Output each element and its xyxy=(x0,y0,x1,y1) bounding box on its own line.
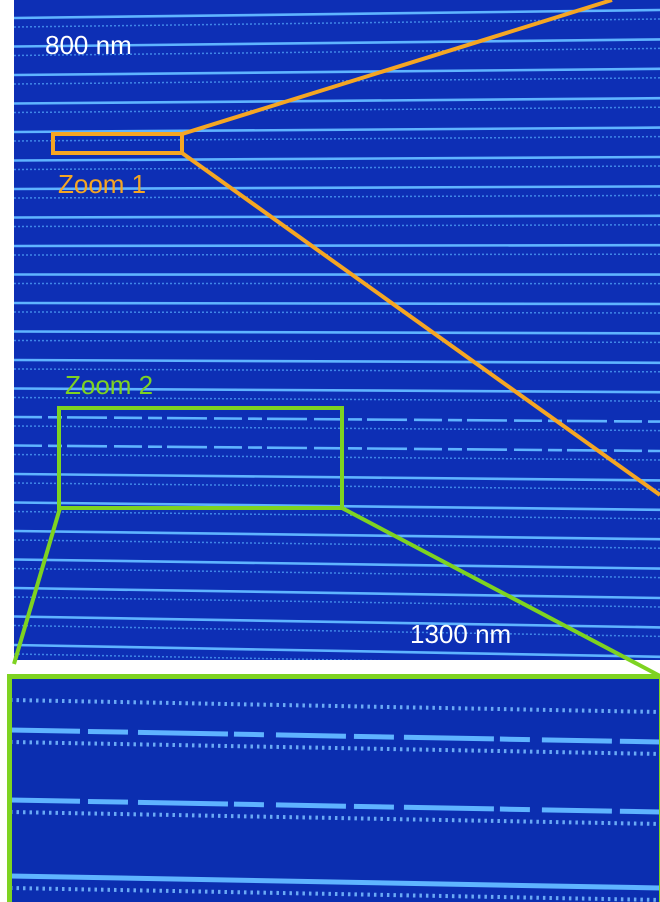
scale-label: 1300 nm xyxy=(410,619,511,649)
micrograph-figure: 800 nm Zoom 1 Zoom 2 1300 nm xyxy=(0,0,660,902)
page: 800 nm Zoom 1 Zoom 2 1300 nm (() => { co… xyxy=(0,0,660,902)
waveguide xyxy=(14,303,660,304)
waveguide xyxy=(14,245,660,246)
zoom-label: Zoom 2 xyxy=(65,370,153,400)
zoom-label: Zoom 1 xyxy=(58,169,146,199)
waveguide xyxy=(14,216,660,218)
scale-label: 800 nm xyxy=(45,30,132,60)
